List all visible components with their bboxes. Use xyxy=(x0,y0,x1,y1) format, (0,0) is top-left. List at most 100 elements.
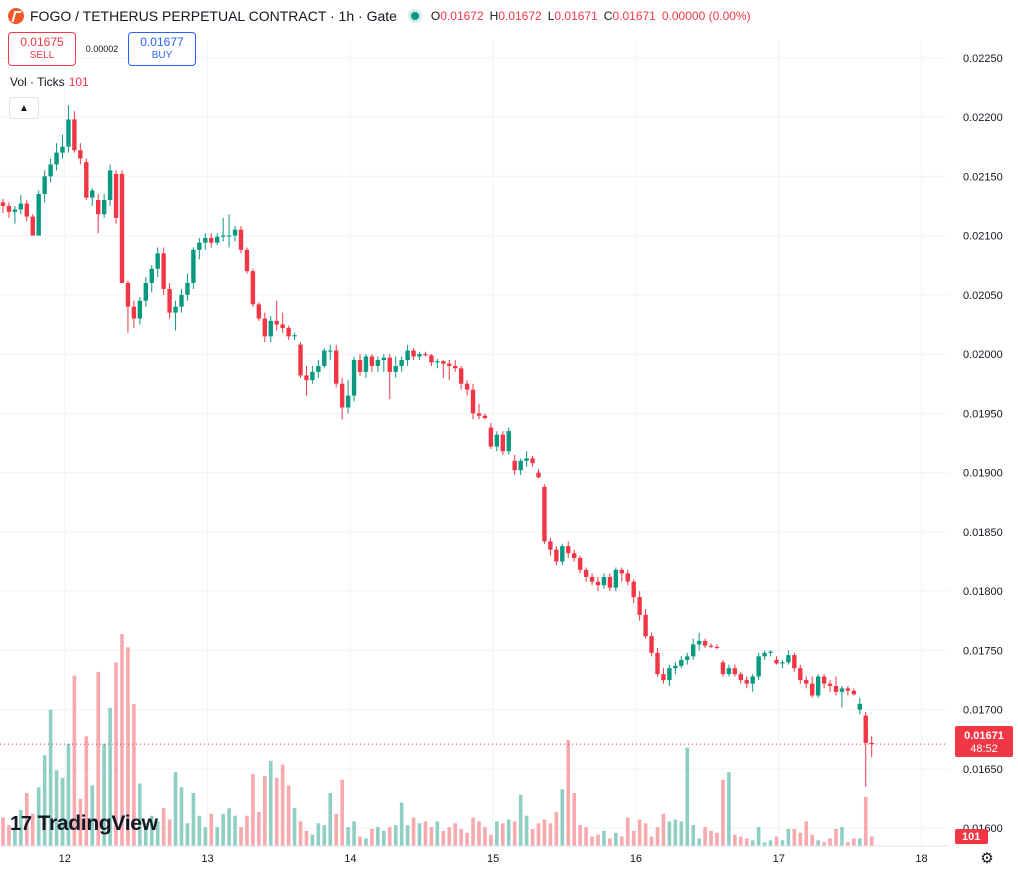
volume-bar xyxy=(673,819,678,846)
volume-bar xyxy=(274,777,279,846)
candle xyxy=(334,344,339,388)
volume-bar xyxy=(768,840,773,846)
volume-bar xyxy=(286,785,291,846)
volume-bar xyxy=(114,662,118,846)
candle xyxy=(798,664,803,684)
candle xyxy=(393,356,398,378)
candle xyxy=(84,158,89,201)
volume-bar xyxy=(30,813,35,846)
time-axis[interactable]: 12 13 14 15 16 17 18 xyxy=(59,853,928,865)
candle xyxy=(119,170,125,283)
last-price-badge xyxy=(955,726,1013,757)
collapse-legend-button[interactable]: ▲ xyxy=(9,97,39,119)
candle xyxy=(827,680,833,692)
volume-bar xyxy=(417,823,422,846)
candle xyxy=(631,579,636,604)
candle xyxy=(839,685,845,708)
candle xyxy=(411,348,416,361)
candle xyxy=(304,365,309,396)
candle xyxy=(244,247,250,274)
volume-bar xyxy=(804,821,809,846)
volume-bar xyxy=(411,817,416,846)
volume-bar xyxy=(191,793,196,846)
candle xyxy=(399,356,404,372)
candle xyxy=(197,237,202,260)
candle xyxy=(536,469,541,479)
price-tick-label: 0.01750 xyxy=(963,645,1003,657)
tradingview-watermark: 17 TradingView xyxy=(10,812,158,836)
candle xyxy=(113,170,119,224)
candle xyxy=(12,205,18,224)
price-tick-label: 0.02200 xyxy=(963,112,1003,124)
candle xyxy=(435,358,440,369)
volume-bar xyxy=(197,815,202,846)
volume-bar xyxy=(126,647,130,846)
candle xyxy=(405,344,410,366)
candle xyxy=(137,297,143,325)
volume-bar xyxy=(239,827,243,846)
time-tick-label: 13 xyxy=(201,853,213,865)
candle xyxy=(494,431,500,452)
volume-bar xyxy=(780,840,785,846)
volume-bar xyxy=(185,823,190,846)
volume-bar xyxy=(393,825,398,846)
volume-bar xyxy=(495,821,499,846)
candle xyxy=(762,650,767,660)
price-tick-label: 0.01650 xyxy=(963,764,1003,776)
volume-bar xyxy=(72,675,77,846)
volume-bar xyxy=(310,834,315,846)
candle xyxy=(203,233,208,250)
time-tick-label: 12 xyxy=(59,853,71,865)
volume-bar xyxy=(257,811,261,846)
volume-bar xyxy=(620,836,624,846)
candle xyxy=(387,354,392,400)
candle xyxy=(423,351,428,357)
volume-bar xyxy=(25,793,29,846)
volume-bar xyxy=(48,709,53,846)
candle xyxy=(429,354,434,366)
candle xyxy=(726,664,732,677)
buy-button[interactable]: 0.01677 BUY xyxy=(128,32,196,66)
price-tick-label: 0.02000 xyxy=(963,349,1003,361)
candle xyxy=(328,344,333,361)
volume-legend[interactable]: Vol · Ticks 101 xyxy=(10,75,89,89)
candle xyxy=(506,427,511,455)
candle xyxy=(613,567,619,592)
price-axis[interactable]: 0.02250 0.02200 0.02150 0.02100 0.02050 0.020… xyxy=(963,53,1003,835)
candle xyxy=(601,573,607,589)
candle xyxy=(738,671,743,684)
candle xyxy=(6,202,12,218)
volume-bar xyxy=(590,836,594,846)
volume-bar xyxy=(370,828,374,846)
candle xyxy=(566,541,571,558)
volume-bar xyxy=(471,817,475,846)
volume-bar xyxy=(364,838,368,846)
candle xyxy=(673,662,678,675)
candle xyxy=(286,325,291,340)
volume-bar xyxy=(382,830,386,846)
candle xyxy=(786,650,791,665)
candle xyxy=(375,356,381,372)
sell-button[interactable]: 0.01675 SELL xyxy=(8,32,76,66)
volume-bar xyxy=(173,772,178,846)
volume-bar xyxy=(733,834,737,846)
candle xyxy=(792,652,797,672)
gear-icon[interactable]: ⚙ xyxy=(980,850,994,867)
volume-bar xyxy=(840,827,844,846)
volume-bar xyxy=(352,821,356,846)
volume-bar xyxy=(120,634,124,846)
candle xyxy=(238,226,244,254)
candle xyxy=(143,277,148,307)
candle xyxy=(48,158,53,183)
volume-bar xyxy=(19,810,23,846)
candle xyxy=(542,484,547,544)
volume-bar xyxy=(179,787,184,846)
volume-bar xyxy=(744,838,749,846)
symbol-title[interactable]: FOGO / TETHERUS PERPETUAL CONTRACT · 1h … xyxy=(30,8,397,24)
price-tick-label: 0.02250 xyxy=(963,53,1003,65)
volume-bar xyxy=(631,830,636,846)
price-change: 0.00000 (0.00%) xyxy=(661,9,751,23)
buy-label: BUY xyxy=(151,50,173,61)
candle xyxy=(280,312,285,333)
